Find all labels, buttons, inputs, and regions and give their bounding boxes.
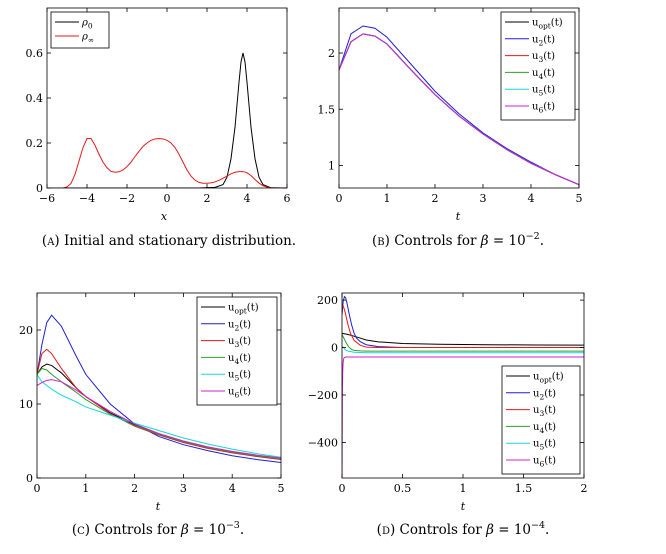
series-line-5 (339, 33, 579, 186)
x-tick-label: 3 (480, 192, 487, 205)
series-line-2 (342, 304, 584, 349)
caption: (C) Controls for β = 10−3. (72, 520, 244, 538)
y-tick-label: 0 (331, 342, 338, 355)
panel-b: 0 1 2 3 4 511.52tuopt(t)u2(t)u3(t)u4(t)u5(t)u… (318, 7, 583, 249)
legend-label: u6(t) (228, 387, 251, 400)
x-tick-label: 1 (82, 482, 89, 495)
panel-c: 0 1 2 3 4 501020tuopt(t)u2(t)u3(t)u4(t)u5(t)u… (19, 292, 285, 538)
legend-label: u2(t) (228, 319, 251, 332)
x-tick-label: 1 (460, 482, 467, 495)
series-line-0 (47, 52, 287, 188)
caption: (A) Initial and stationary distribution. (42, 233, 296, 249)
legend: uopt(t) u2(t) u3(t) u4(t) u5(t) u6(t) (500, 11, 576, 121)
legend: uopt(t) u2(t) u3(t) u4(t) u5(t) u6(t) (196, 296, 278, 406)
x-tick-label: 0 (164, 192, 171, 205)
y-tick-label: 200 (317, 294, 338, 307)
series-line-1 (342, 295, 584, 349)
x-tick-label: 1.5 (515, 482, 533, 495)
x-tick-label: 6 (284, 192, 291, 205)
x-tick-label: 1 (384, 192, 391, 205)
legend-label: u3(t) (532, 51, 555, 64)
x-tick-label: 0 (336, 192, 343, 205)
y-tick-label: 0 (26, 472, 33, 485)
x-tick-label: 2 (581, 482, 588, 495)
legend-label: u4(t) (533, 422, 556, 435)
y-tick-label: 1 (328, 160, 335, 173)
panel-a: −6 −4 −2 0 2 4 6 0 0.2 0.4 0.6 x ρ0ρ∞ (A) Initial and… (26, 7, 296, 249)
legend-label: u2(t) (533, 388, 556, 401)
legend-label: u4(t) (532, 68, 555, 81)
y-tick-label: 20 (19, 324, 33, 337)
x-axis-label: t (156, 500, 161, 513)
x-tick-label: 2 (131, 482, 138, 495)
legend-box (50, 11, 110, 49)
legend-label: u3(t) (533, 405, 556, 418)
legend-box (500, 11, 576, 121)
legend-label: uopt(t) (532, 18, 563, 31)
x-tick-label: 0.5 (394, 482, 412, 495)
legend-label: u5(t) (533, 439, 556, 452)
plot-frame (338, 7, 580, 189)
x-tick-label: 4 (528, 192, 535, 205)
legend-label: u6(t) (532, 102, 555, 115)
legend: uopt(t) u2(t) u3(t) u4(t) u5(t) u6(t) (501, 365, 581, 475)
legend-label: u5(t) (532, 85, 555, 98)
y-tick-label: −400 (308, 436, 338, 449)
y-tick-label: 10 (19, 398, 33, 411)
legend-label: u4(t) (228, 353, 251, 366)
x-tick-label: 2 (204, 192, 211, 205)
legend-box (501, 365, 581, 475)
series-line-3 (37, 367, 281, 460)
x-axis-label: x (161, 210, 168, 223)
x-tick-label: 0 (34, 482, 41, 495)
x-axis-label: t (456, 210, 461, 223)
x-tick-label: 5 (278, 482, 285, 495)
legend-label: u6(t) (533, 456, 556, 469)
series-line-2 (37, 348, 281, 460)
series-line-3 (342, 334, 584, 352)
legend-box (196, 296, 278, 406)
plot-frame (36, 292, 282, 479)
x-tick-label: −2 (119, 192, 135, 205)
y-tick-label: 0.4 (26, 92, 44, 105)
series-line-5 (37, 379, 281, 459)
y-tick-label: 0.2 (26, 137, 44, 150)
caption: (B) Controls for β = 10−2. (372, 231, 544, 249)
x-tick-label: 4 (244, 192, 251, 205)
y-tick-label: 0.6 (26, 47, 44, 60)
legend-label: ρ0 (81, 18, 93, 31)
x-tick-label: 5 (576, 192, 583, 205)
y-tick-label: 2 (328, 47, 335, 60)
series-line-4 (37, 374, 281, 458)
legend: ρ0ρ∞ (50, 11, 110, 49)
series-line-5 (342, 356, 584, 478)
y-tick-label: −200 (308, 389, 338, 402)
x-tick-label: 3 (180, 482, 187, 495)
series-line-1 (37, 314, 281, 463)
series-line-1 (47, 137, 287, 188)
x-tick-label: −6 (39, 192, 55, 205)
y-tick-label: 0 (36, 182, 43, 195)
legend-label: u2(t) (532, 34, 555, 47)
series-line-1 (339, 25, 579, 186)
x-tick-label: 4 (229, 482, 236, 495)
panel-d: 0 0.5 1 1.5 2−400−2000200tuopt(t)u2(t)u3(t)u… (308, 292, 588, 538)
series-line-0 (342, 332, 584, 346)
y-tick-label: 1.5 (318, 103, 336, 116)
caption: (D) Controls for β = 10−4. (377, 520, 550, 538)
legend-label: uopt(t) (228, 303, 259, 316)
legend-label: ρ∞ (81, 32, 94, 45)
x-tick-label: 0 (339, 482, 346, 495)
x-axis-label: t (461, 500, 466, 513)
legend-label: uopt(t) (533, 372, 564, 385)
x-tick-label: −4 (79, 192, 95, 205)
legend-label: u3(t) (228, 336, 251, 349)
legend-label: u5(t) (228, 370, 251, 383)
x-tick-label: 2 (432, 192, 439, 205)
